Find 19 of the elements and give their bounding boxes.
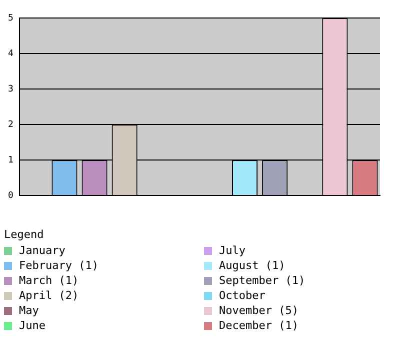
legend-label: November (5) — [219, 304, 298, 317]
legend-label: April (2) — [19, 289, 79, 302]
legend-label: July — [219, 244, 246, 257]
legend-label: August (1) — [219, 259, 286, 272]
legend-label: December (1) — [219, 319, 298, 332]
legend-title: Legend — [4, 228, 45, 241]
y-tick-label: 5 — [8, 13, 14, 24]
legend-label: September (1) — [219, 274, 306, 287]
y-tick-label: 2 — [8, 120, 14, 130]
y-tick-label: 0 — [8, 190, 14, 201]
legend-label: May — [19, 304, 39, 317]
legend-label: October — [219, 289, 266, 302]
legend-label: February (1) — [19, 259, 98, 272]
y-tick-label: 4 — [8, 48, 14, 59]
legend-label: January — [19, 244, 66, 257]
legend-label: June — [19, 319, 46, 332]
y-tick-label: 3 — [8, 84, 14, 94]
y-tick-label: 1 — [8, 155, 14, 166]
legend-label: March (1) — [19, 274, 79, 287]
